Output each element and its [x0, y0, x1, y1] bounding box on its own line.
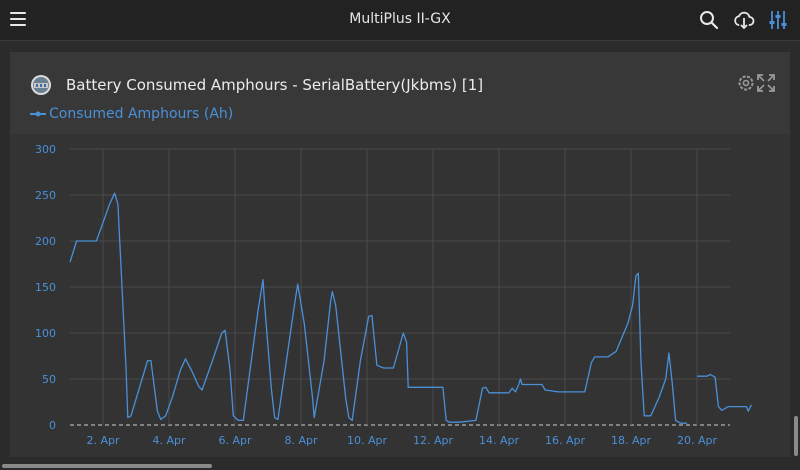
- chart-title: Battery Consumed Amphours - SerialBatter…: [66, 76, 484, 94]
- x-tick-label: 4. Apr: [152, 434, 185, 447]
- series-line-icon: [30, 111, 46, 117]
- y-tick-label: 250: [35, 189, 56, 202]
- line-chart: 0 50 100 150 200 250 300 2. Apr 4. Apr 6. Apr 8. …: [35, 143, 752, 447]
- y-tick-label: 50: [42, 373, 56, 386]
- horizontal-scrollbar[interactable]: [2, 464, 212, 468]
- x-tick-label: 6. Apr: [218, 434, 251, 447]
- menu-icon[interactable]: [10, 12, 26, 26]
- legend-label: Consumed Amphours (Ah): [49, 106, 234, 122]
- x-tick-label: 2. Apr: [86, 434, 119, 447]
- y-tick-label: 0: [49, 419, 56, 432]
- gear-icon[interactable]: [736, 73, 756, 93]
- series-line: [69, 192, 688, 424]
- chart-card: Battery Consumed Amphours - SerialBatter…: [10, 52, 790, 457]
- y-tick-label: 100: [35, 327, 56, 340]
- x-tick-label: 12. Apr: [413, 434, 453, 447]
- y-axis-ticks: 0 50 100 150 200 250 300: [35, 143, 56, 432]
- x-tick-label: 20. Apr: [677, 434, 717, 447]
- y-tick-label: 200: [35, 235, 56, 248]
- x-tick-label: 16. Apr: [545, 434, 585, 447]
- battery-source-icon: [31, 75, 51, 95]
- legend-item[interactable]: Consumed Amphours (Ah): [30, 106, 233, 122]
- vertical-scrollbar[interactable]: [794, 416, 798, 456]
- chart-grid: [70, 148, 730, 426]
- cloud-download-icon[interactable]: [733, 9, 755, 31]
- series-line: [697, 373, 752, 412]
- chart-series: [69, 192, 752, 424]
- x-tick-label: 14. Apr: [479, 434, 519, 447]
- x-tick-label: 8. Apr: [284, 434, 317, 447]
- y-tick-label: 150: [35, 281, 56, 294]
- x-tick-label: 18. Apr: [611, 434, 651, 447]
- x-tick-label: 10. Apr: [347, 434, 387, 447]
- y-tick-label: 300: [35, 143, 56, 156]
- app-title: MultiPlus II-GX: [349, 11, 451, 27]
- search-icon[interactable]: [698, 9, 720, 31]
- sliders-icon[interactable]: [767, 9, 789, 31]
- expand-icon[interactable]: [756, 73, 776, 93]
- x-axis-ticks: 2. Apr 4. Apr 6. Apr 8. Apr 10. Apr 12. Apr 14…: [86, 434, 717, 447]
- chart-card-header: Battery Consumed Amphours - SerialBatter…: [10, 52, 790, 134]
- top-bar: MultiPlus II-GX: [0, 0, 800, 41]
